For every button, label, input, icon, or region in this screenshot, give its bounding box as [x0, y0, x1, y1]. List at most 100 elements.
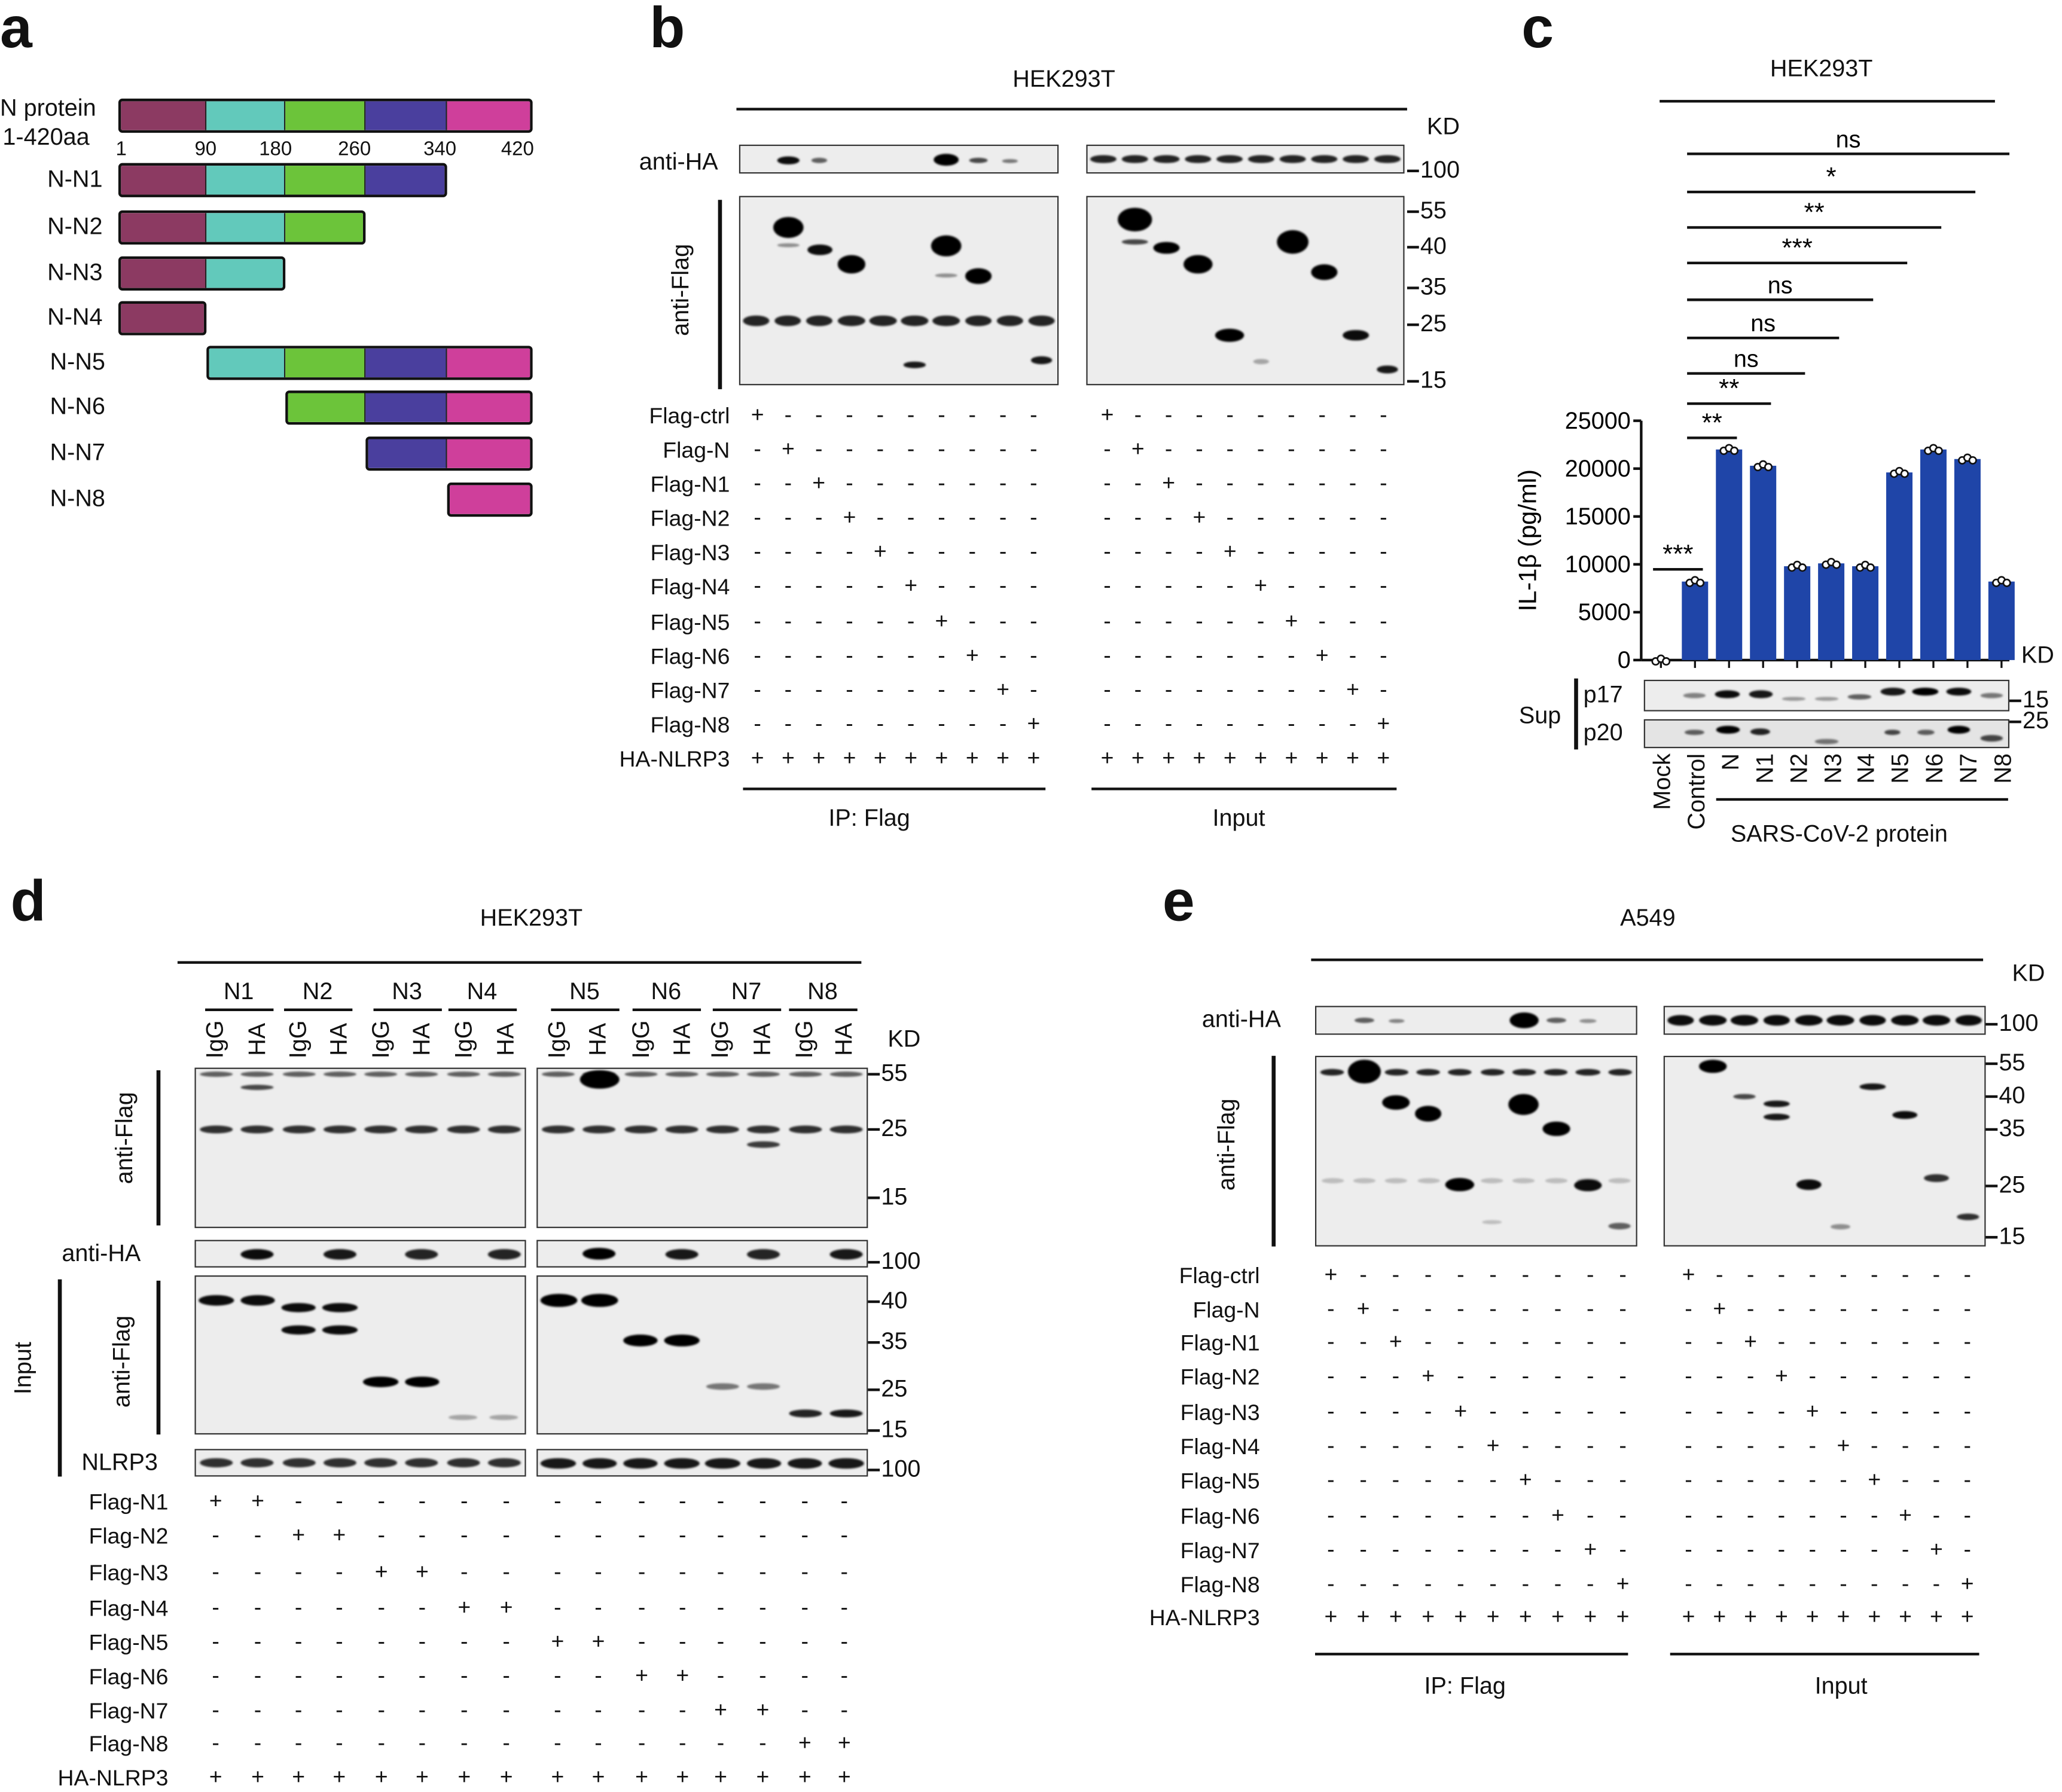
row-label: Flag-N3: [1180, 1400, 1260, 1425]
domain-segment: [365, 393, 447, 422]
lane-sign: -: [1318, 711, 1326, 737]
lane-sign: -: [907, 471, 915, 496]
lane-sign: -: [212, 1663, 219, 1689]
lane-sign: -: [815, 402, 823, 428]
domain-segment: [288, 393, 366, 422]
protein-band: [241, 1071, 274, 1077]
blot-input-anti-ha: [1663, 1006, 1986, 1035]
lane-sign: -: [1554, 1329, 1562, 1354]
protein-band: [582, 1457, 617, 1469]
lane-sign: -: [594, 1559, 602, 1585]
protein-band: [1480, 1069, 1505, 1076]
lane-sign: -: [1716, 1262, 1724, 1287]
construct-label: N-N4: [47, 303, 103, 330]
lane-sign: -: [1226, 436, 1234, 462]
protein-band: [200, 1458, 233, 1468]
lane-sign: -: [1380, 539, 1387, 564]
lane-sign: -: [554, 1488, 562, 1514]
blot-ip-anti-flag: [1315, 1055, 1637, 1247]
mw-marker: 25: [1407, 310, 1447, 338]
protein-band: [1815, 696, 1838, 701]
lane-sign: -: [1226, 609, 1234, 634]
protein-band: [773, 216, 803, 238]
protein-band: [807, 244, 832, 255]
lane-sign: -: [1392, 1467, 1400, 1492]
protein-band: [623, 1457, 658, 1469]
protein-band: [1609, 1179, 1631, 1184]
lane-sign: -: [1380, 471, 1387, 496]
input-label: Input: [1212, 804, 1265, 831]
mw-marker: 100: [868, 1248, 920, 1275]
lane-sign: -: [846, 609, 853, 634]
lane-sign: -: [840, 1629, 848, 1654]
lane-sign: -: [1777, 1329, 1786, 1354]
lane-sign: +: [935, 745, 948, 771]
lane-sign: -: [335, 1559, 343, 1585]
lane-sign: -: [1777, 1399, 1786, 1424]
lane-sign: -: [294, 1663, 303, 1689]
protein-band: [405, 1125, 439, 1133]
lane-sign: -: [1030, 643, 1038, 668]
lane-sign: -: [460, 1730, 468, 1756]
residue-tick: 260: [338, 138, 371, 161]
group-underline: [283, 1008, 353, 1012]
protein-band: [624, 1071, 657, 1077]
row-label: Flag-N3: [650, 540, 730, 566]
lane-sign: +: [1682, 1604, 1695, 1629]
lane-sign: +: [1131, 745, 1145, 771]
construct-label: N-N7: [50, 439, 105, 466]
protein-band: [1388, 1018, 1405, 1022]
lane-sign: -: [1746, 1433, 1755, 1458]
group-underline: [205, 1008, 274, 1012]
lane-label: HA: [492, 1022, 519, 1056]
lane-sign: -: [1288, 539, 1295, 564]
mw-marker: 55: [1985, 1049, 2025, 1077]
domain-segment: [206, 166, 286, 195]
lane-sign: -: [1840, 1329, 1847, 1354]
protein-band: [665, 1071, 698, 1077]
protein-band: [1183, 255, 1212, 274]
domain-segment: [365, 348, 447, 378]
lane-sign: -: [716, 1595, 725, 1620]
x-tick-label: N8: [1990, 753, 2017, 784]
lane-sign: -: [1318, 402, 1326, 428]
protein-band: [1027, 315, 1056, 326]
protein-band: [1002, 158, 1018, 163]
lane-sign: +: [635, 1663, 649, 1689]
significance-label: ns: [1750, 310, 1776, 337]
lane-sign: +: [1551, 1503, 1564, 1528]
lane-sign: -: [1030, 436, 1038, 462]
lane-sign: -: [335, 1730, 343, 1756]
lane-sign: -: [1134, 677, 1142, 703]
lane-sign: -: [1288, 402, 1295, 428]
lane-sign: +: [415, 1559, 429, 1585]
protein-band: [282, 1458, 315, 1468]
kd-label: KD: [2021, 642, 2054, 668]
lane-sign: +: [292, 1764, 306, 1790]
lane-sign: -: [1349, 643, 1357, 668]
lane-sign: -: [1489, 1399, 1497, 1424]
lane-sign: -: [1318, 471, 1326, 496]
lane-sign: -: [1164, 505, 1173, 530]
lane-sign: -: [1030, 402, 1038, 428]
lane-sign: -: [1380, 609, 1387, 634]
protein-band: [1542, 1121, 1570, 1136]
protein-band: [1979, 692, 2003, 698]
significance-label: ***: [1663, 539, 1693, 569]
lane-sign: -: [212, 1697, 219, 1723]
cell-line-title: A549: [1620, 904, 1676, 931]
lane-sign: -: [1746, 1399, 1755, 1424]
protein-band: [829, 1071, 863, 1077]
bar: [1682, 581, 1709, 660]
panel-label-a: a: [0, 0, 32, 61]
protein-band: [1512, 1179, 1536, 1184]
mw-marker: 35: [1407, 273, 1447, 301]
lane-sign: +: [1713, 1604, 1727, 1629]
protein-band: [1310, 264, 1338, 280]
domain-segment: [365, 166, 445, 195]
lane-sign: +: [756, 1697, 770, 1723]
lane-sign: -: [1587, 1433, 1594, 1458]
lane-sign: -: [1392, 1537, 1400, 1562]
protein-band: [582, 1247, 616, 1260]
lane-sign: -: [1521, 1537, 1530, 1562]
